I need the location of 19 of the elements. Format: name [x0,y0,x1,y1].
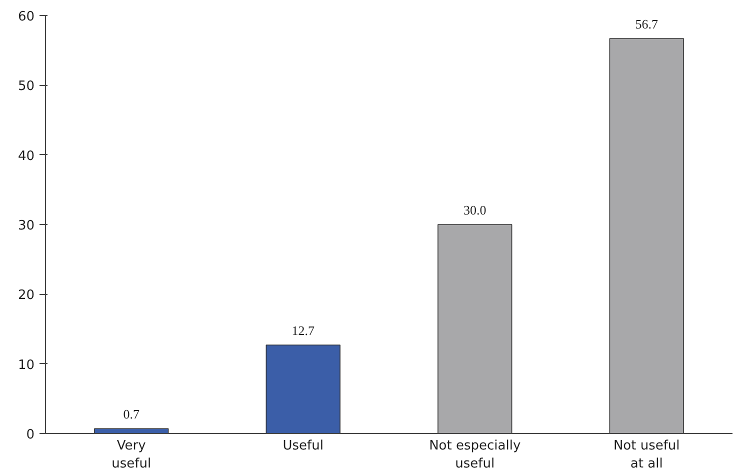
y-tick-label: 0 [26,428,35,442]
data-label: 30.0 [464,202,486,218]
bar [266,344,340,434]
data-label: 56.7 [635,16,658,32]
y-tick-label: 60 [18,10,35,24]
data-label: 12.7 [292,323,315,338]
bar [609,38,684,434]
x-tick-label: Useful [282,438,324,454]
data-label: 0.7 [123,406,140,422]
y-tick-label: 50 [18,79,35,94]
x-tick-label: Not useful at all [613,438,680,472]
bar [94,428,169,434]
y-tick-label: 20 [18,288,35,304]
x-tick-label: Very useful [112,438,152,472]
y-tick-label: 30 [18,218,35,234]
y-tick-label: 10 [18,358,35,373]
bar [438,224,512,434]
x-tick-label: Not especially useful [429,438,521,472]
y-tick-label: 40 [18,148,35,164]
